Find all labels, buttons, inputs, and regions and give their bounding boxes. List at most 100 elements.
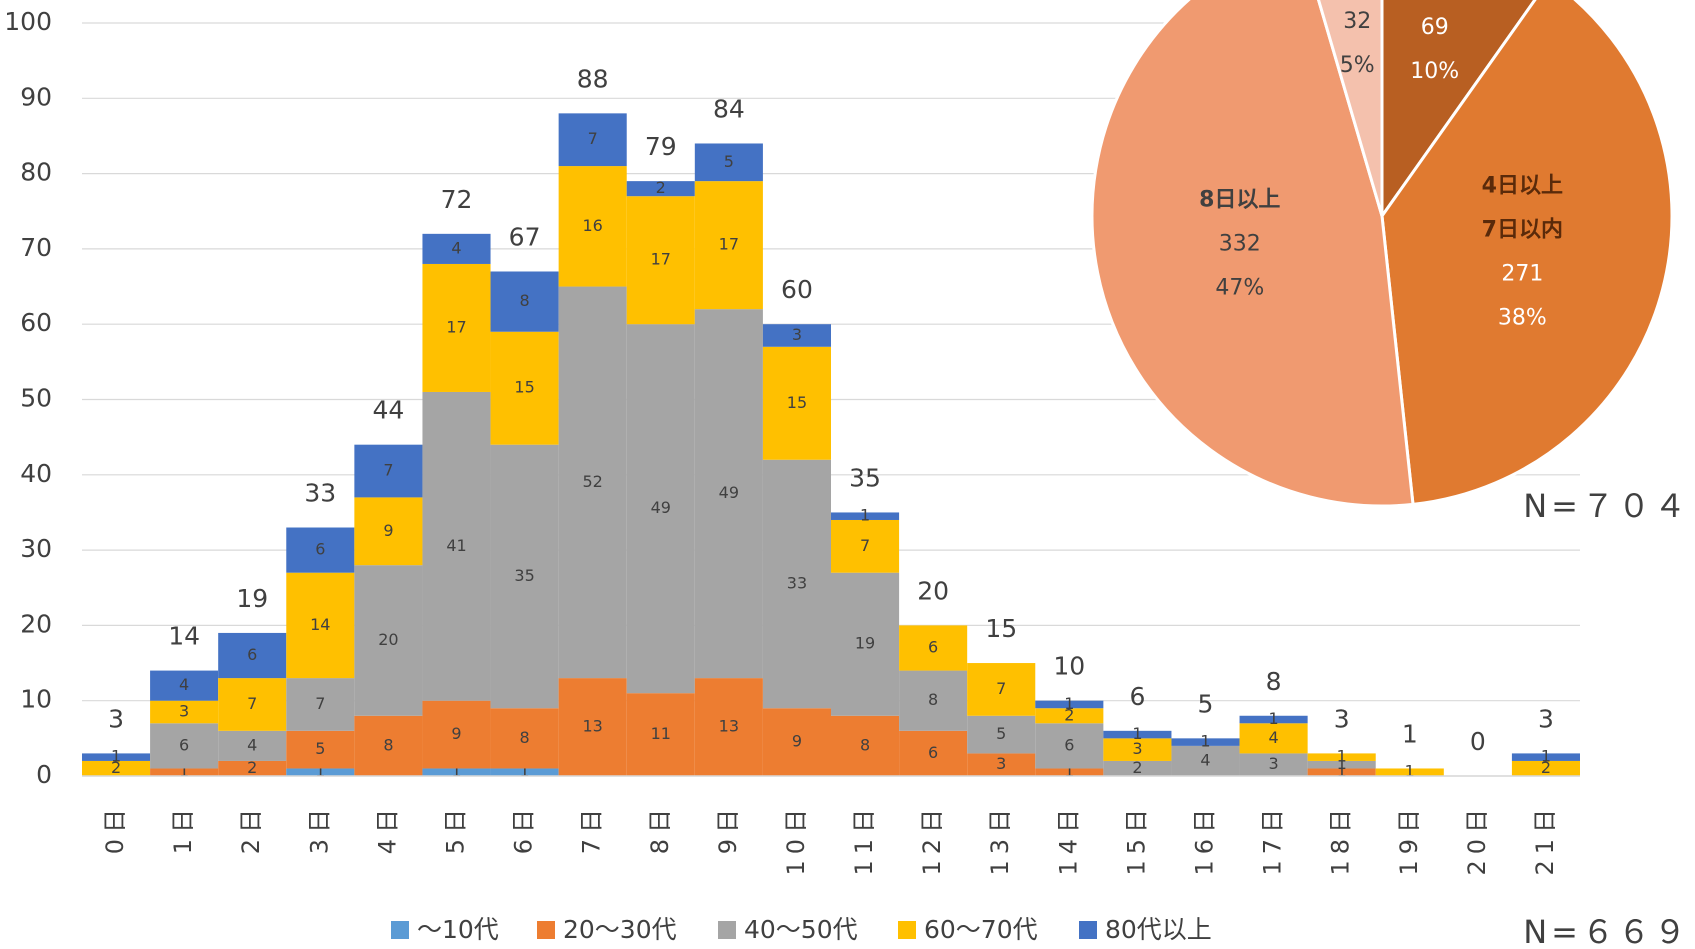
bar-segment — [422, 700, 491, 769]
bar-segment — [967, 753, 1036, 776]
slice-label: 10% — [1410, 59, 1459, 84]
total-label: 10 — [1053, 652, 1085, 681]
segment-label: 2 — [1541, 758, 1551, 777]
segment-label: 13 — [583, 717, 603, 736]
bar-segment — [1035, 708, 1104, 724]
slice-label: 32 — [1343, 9, 1371, 34]
bar-segment — [218, 632, 287, 679]
segment-label: 17 — [651, 250, 671, 269]
bar-segment — [286, 730, 355, 769]
bar-segment — [150, 768, 219, 776]
pie-slice — [1317, 0, 1384, 217]
total-label: 88 — [577, 64, 609, 93]
segment-label: 1 — [1064, 762, 1074, 781]
segment-label: 16 — [583, 216, 603, 235]
bar-segment — [218, 760, 287, 776]
bar-segment — [831, 519, 900, 573]
x-tick-label: 7日 — [578, 803, 606, 854]
bar-segment — [1035, 723, 1104, 769]
legend-swatch — [391, 921, 409, 939]
bar-segment — [286, 768, 355, 776]
y-tick-label: 40 — [20, 459, 52, 488]
y-tick-label: 70 — [20, 233, 52, 262]
slice-name: 7日以内 — [1482, 217, 1563, 242]
legend-swatch — [898, 921, 916, 939]
x-tick-label: 21日 — [1531, 803, 1559, 876]
segment-label: 9 — [383, 521, 393, 540]
bar-segment — [967, 715, 1036, 754]
bar-segment — [626, 693, 695, 776]
bar-segment — [831, 512, 900, 520]
segment-label: 13 — [719, 717, 739, 736]
segment-label: 4 — [1200, 750, 1210, 769]
segment-label: 49 — [719, 483, 739, 502]
segment-label: 2 — [1132, 758, 1142, 777]
note: N=７０４ — [1523, 487, 1690, 525]
bar-segment — [967, 663, 1036, 716]
bar-segment — [626, 196, 695, 325]
x-tick-label: 20日 — [1463, 803, 1491, 876]
segment-label: 1 — [1268, 709, 1278, 728]
total-label: 6 — [1129, 682, 1145, 711]
bar-segment — [899, 625, 968, 671]
x-tick-label: 13日 — [986, 803, 1014, 876]
slice-label: 5% — [1340, 53, 1375, 78]
total-label: 0 — [1470, 727, 1486, 756]
x-tick-label: 14日 — [1054, 803, 1082, 876]
bar-segment — [558, 286, 627, 679]
total-label: 72 — [441, 185, 473, 214]
bar-segment — [490, 331, 559, 445]
bar-segment — [694, 143, 763, 182]
total-label: 19 — [236, 584, 268, 613]
segment-label: 8 — [519, 291, 529, 310]
segment-label: 6 — [1064, 735, 1074, 754]
bar-segment — [1307, 760, 1376, 769]
x-tick-label: 16日 — [1191, 803, 1219, 876]
segment-label: 4 — [247, 735, 257, 754]
bar-segment — [694, 678, 763, 776]
segment-label: 3 — [996, 754, 1006, 773]
bar-segment — [1511, 753, 1580, 761]
y-tick-label: 60 — [20, 308, 52, 337]
segment-label: 4 — [451, 238, 461, 257]
legend-label: 80代以上 — [1105, 915, 1212, 944]
bar-segment — [626, 181, 695, 197]
x-tick-label: 1日 — [169, 803, 197, 854]
bar-segment — [286, 527, 355, 573]
x-tick-label: 19日 — [1395, 803, 1423, 876]
y-tick-label: 0 — [36, 760, 52, 789]
total-label: 1 — [1402, 719, 1418, 748]
bar-segment — [354, 497, 423, 566]
segment-label: 6 — [179, 735, 189, 754]
slice-name: 8日以上 — [1199, 187, 1280, 212]
segment-label: 19 — [855, 634, 875, 653]
bar-segment — [218, 678, 287, 731]
bar-segment — [1035, 768, 1104, 776]
bar-segment — [694, 309, 763, 679]
bar-segment — [762, 324, 831, 347]
segment-label: 2 — [247, 758, 257, 777]
bar-segment — [1171, 745, 1240, 776]
y-tick-label: 30 — [20, 534, 52, 563]
segment-label: 6 — [928, 743, 938, 762]
segment-label: 8 — [519, 728, 529, 747]
bar-segment — [218, 730, 287, 761]
segment-label: 3 — [179, 701, 189, 720]
segment-label: 1 — [860, 506, 870, 525]
bar-segment — [626, 324, 695, 694]
slice-label: 47% — [1215, 275, 1264, 300]
y-tick-label: 100 — [4, 7, 52, 36]
total-label: 3 — [1334, 704, 1350, 733]
bar-segment — [1103, 760, 1172, 776]
segment-label: 2 — [111, 758, 121, 777]
x-tick-label: 3日 — [305, 803, 333, 854]
bar-segment — [694, 181, 763, 310]
bar-segment — [422, 233, 491, 264]
bar-segment — [831, 715, 900, 776]
total-label: 15 — [985, 614, 1017, 643]
segment-label: 3 — [1132, 739, 1142, 758]
segment-label: 4 — [179, 675, 189, 694]
x-tick-label: 11日 — [850, 803, 878, 876]
slice-label: 271 — [1501, 261, 1543, 286]
